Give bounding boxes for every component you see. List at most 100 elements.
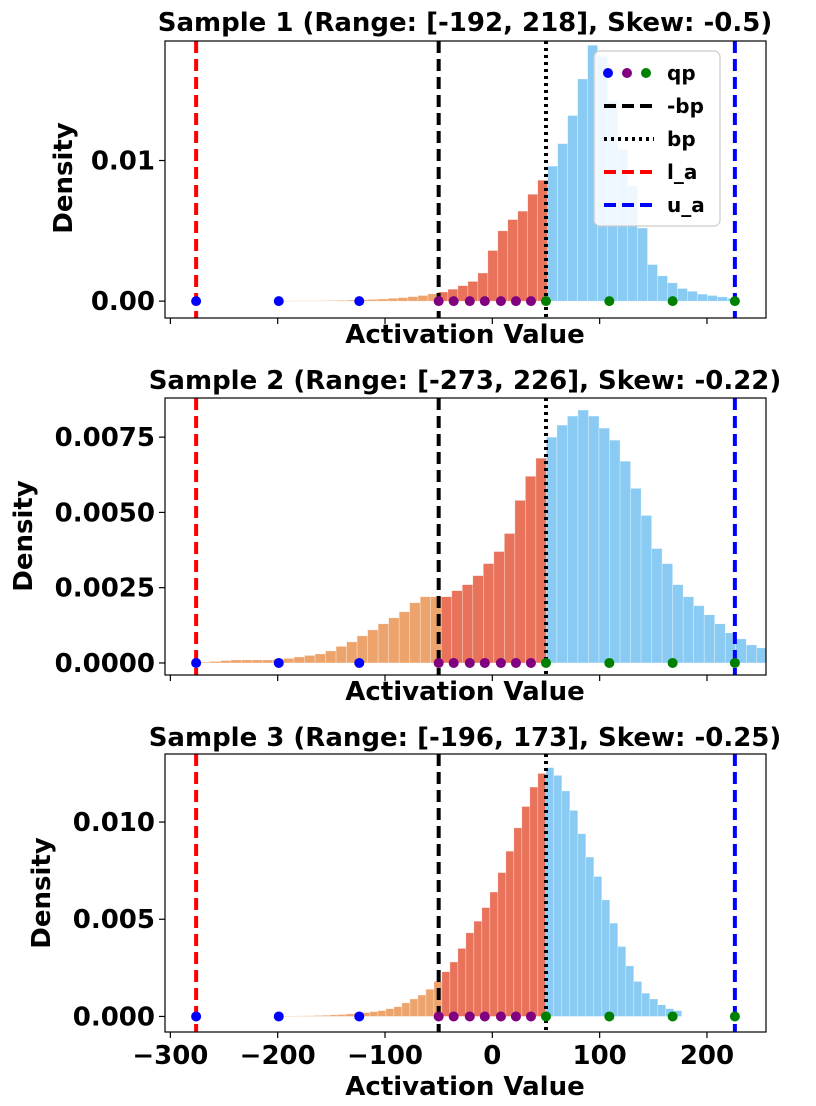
panel-3-title: Sample 3 (Range: [-196, 173], Skew: -0.2… bbox=[149, 723, 782, 753]
qp-point bbox=[604, 657, 615, 668]
ytick-label: 0.000 bbox=[73, 1002, 155, 1032]
hist-bar bbox=[483, 563, 495, 664]
axes-frame bbox=[164, 40, 767, 319]
hist-bar bbox=[393, 1006, 403, 1017]
hist-bar bbox=[345, 1013, 355, 1017]
hist-bar bbox=[513, 827, 523, 1017]
hist-bar bbox=[385, 1008, 395, 1017]
hist-bar bbox=[717, 296, 728, 302]
panel-3-ylabel: Density bbox=[27, 837, 57, 949]
qp-point bbox=[479, 1011, 490, 1022]
hist-bar bbox=[647, 264, 658, 302]
hist-bar bbox=[377, 298, 389, 302]
hist-bar bbox=[313, 1015, 323, 1017]
qp-point bbox=[354, 296, 365, 307]
hist-bar bbox=[337, 299, 349, 302]
qp-point bbox=[525, 296, 536, 307]
qp-point bbox=[495, 296, 506, 307]
panel-3-plot: 0.000 0.005 0.010 −300 −200 −100 0 100 200 bbox=[73, 753, 767, 1071]
hist-bar bbox=[557, 143, 568, 302]
qp-point bbox=[604, 1011, 615, 1022]
qp-point bbox=[448, 657, 459, 668]
hist-bar bbox=[497, 230, 509, 302]
legend-label: bp bbox=[667, 127, 696, 151]
axes-frame bbox=[164, 753, 767, 1033]
qp-point bbox=[479, 296, 490, 307]
hist-bar bbox=[262, 659, 274, 664]
legend: qp -bp bp l_a u_a bbox=[593, 50, 721, 227]
hist-bar bbox=[677, 288, 688, 302]
hist-bar bbox=[809, 658, 816, 663]
hist-bar bbox=[687, 290, 698, 302]
qp-point bbox=[191, 296, 202, 307]
hist-bar bbox=[617, 946, 627, 1017]
hist-bar bbox=[481, 907, 491, 1017]
hist-bar bbox=[417, 994, 427, 1017]
qp-point bbox=[273, 657, 284, 668]
axes-frame bbox=[164, 397, 767, 676]
qp-point bbox=[540, 657, 551, 668]
hist-bar bbox=[457, 948, 467, 1017]
qp-point bbox=[525, 657, 536, 668]
qp-point bbox=[448, 296, 459, 307]
hist-bar bbox=[577, 833, 587, 1017]
qp-point bbox=[191, 1011, 202, 1022]
hist-bar bbox=[756, 647, 766, 664]
hist-bar bbox=[440, 596, 453, 664]
hist-bar bbox=[593, 876, 603, 1017]
qp-point bbox=[510, 1011, 521, 1022]
hist-bar bbox=[651, 548, 663, 664]
hist-bar bbox=[547, 165, 558, 302]
qp-point bbox=[729, 1011, 740, 1022]
hist-bar bbox=[788, 655, 799, 663]
hist-bar bbox=[609, 439, 621, 664]
hist-bar bbox=[588, 415, 600, 664]
hist-bar bbox=[767, 651, 778, 663]
hist-bar bbox=[251, 659, 263, 664]
qp-point bbox=[479, 657, 490, 668]
hist-bar bbox=[517, 210, 529, 302]
hist-bar bbox=[297, 300, 309, 302]
qp-point bbox=[667, 296, 678, 307]
hist-bar bbox=[507, 219, 519, 302]
ytick-label: 0.0050 bbox=[55, 498, 155, 528]
ytick-label: 0.01 bbox=[91, 147, 155, 177]
hist-bar bbox=[561, 790, 571, 1017]
qp-point bbox=[667, 1011, 678, 1022]
hist-bar bbox=[504, 533, 516, 664]
hist-bar bbox=[417, 295, 429, 302]
hist-bar bbox=[487, 250, 499, 302]
hist-bar bbox=[317, 300, 329, 302]
hist-bar bbox=[441, 971, 451, 1017]
hist-bar bbox=[409, 998, 419, 1017]
qp-point bbox=[433, 657, 444, 668]
hist-bar bbox=[707, 295, 718, 302]
hist-bar bbox=[461, 584, 474, 664]
legend-label: qp bbox=[667, 61, 696, 85]
hist-bar bbox=[329, 1014, 339, 1017]
panel-2-plot: 0.0000 0.0025 0.0050 0.0075 bbox=[55, 397, 816, 681]
hist-bar bbox=[577, 409, 589, 664]
panel-3-plot-area bbox=[191, 754, 740, 1032]
qp-point bbox=[495, 1011, 506, 1022]
hist-bar bbox=[556, 424, 568, 664]
hist-bar bbox=[425, 988, 435, 1017]
hist-bar bbox=[451, 590, 463, 664]
hist-bar bbox=[525, 475, 537, 664]
hist-bar bbox=[649, 998, 659, 1017]
legend-box bbox=[593, 50, 721, 227]
legend-label: -bp bbox=[667, 94, 704, 118]
qp-point bbox=[191, 657, 202, 668]
hist-bar bbox=[388, 617, 400, 664]
hist-bar bbox=[409, 602, 421, 664]
hist-bar bbox=[209, 661, 221, 664]
qp-point bbox=[464, 296, 475, 307]
ytick-label: 0.0000 bbox=[55, 649, 155, 679]
hist-bar bbox=[682, 596, 694, 664]
qp-point bbox=[433, 1011, 444, 1022]
qp-point bbox=[464, 1011, 475, 1022]
ytick-label: 0.0075 bbox=[55, 423, 155, 453]
hist-bar bbox=[567, 115, 578, 302]
hist-bar bbox=[489, 891, 499, 1017]
